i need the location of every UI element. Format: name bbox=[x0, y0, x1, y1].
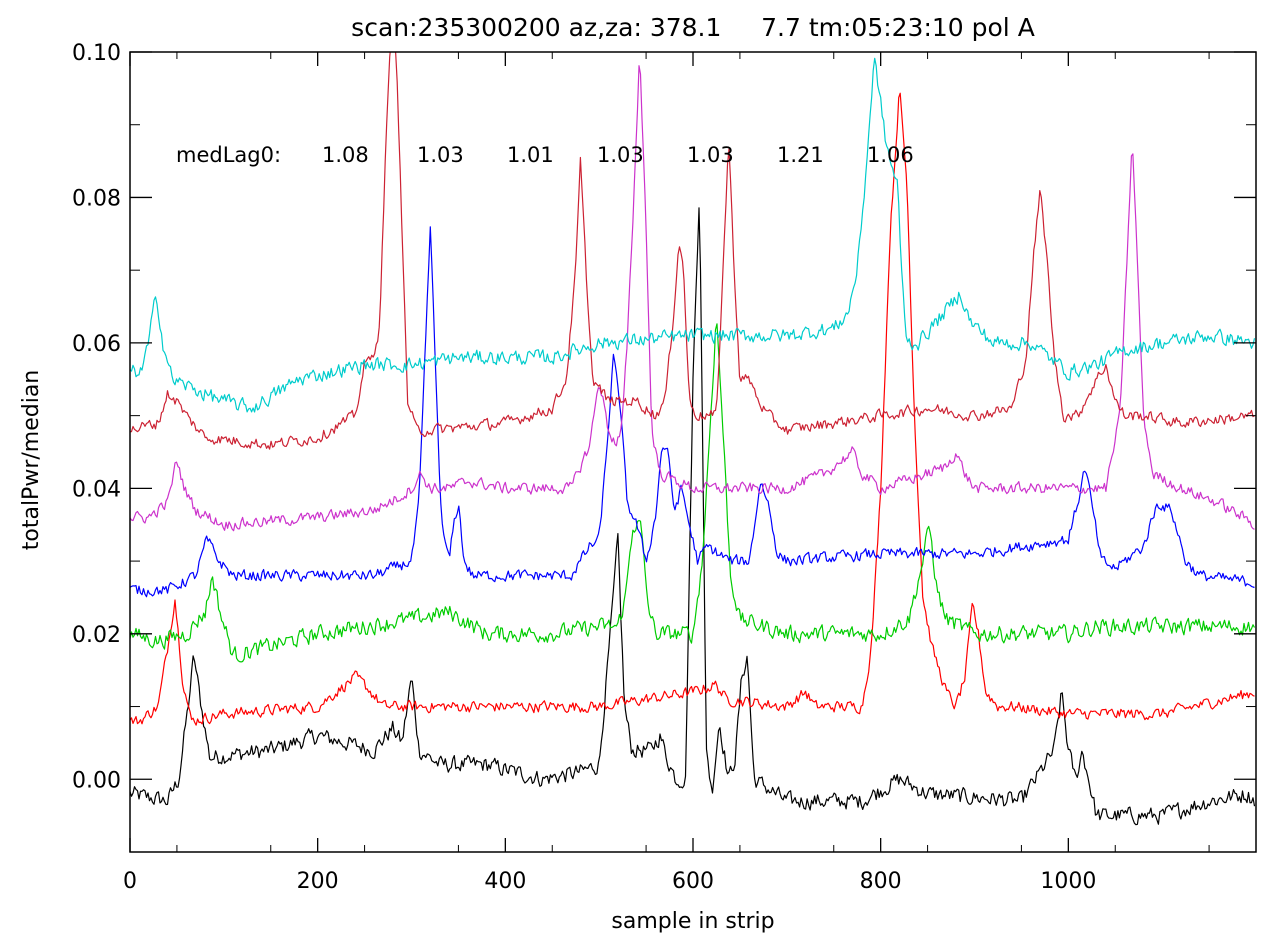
y-tick-label: 0.04 bbox=[72, 477, 121, 502]
series-line bbox=[130, 92, 1255, 726]
plot-frame bbox=[129, 51, 1257, 853]
y-tick-label: 0.06 bbox=[72, 332, 121, 357]
x-tick-label: 400 bbox=[484, 869, 526, 894]
x-tick-label: 600 bbox=[672, 869, 714, 894]
annotation-value: 1.03 bbox=[687, 143, 734, 167]
y-tick-label: 0.00 bbox=[72, 768, 121, 793]
annotation-value: 1.06 bbox=[867, 143, 914, 167]
annotation-label: medLag0: bbox=[176, 143, 281, 167]
series-layer bbox=[130, 52, 1256, 826]
annotation-value: 1.03 bbox=[417, 143, 464, 167]
annotation-value: 1.01 bbox=[507, 143, 554, 167]
series-line bbox=[130, 57, 1256, 413]
x-axis-label: sample in strip bbox=[611, 909, 774, 934]
annotation-value: 1.08 bbox=[322, 143, 369, 167]
annotation-value: 1.21 bbox=[777, 143, 824, 167]
annotation-layer: medLag0: 1.08 1.03 1.01 1.03 1.03 1.21 1.06 bbox=[176, 143, 914, 167]
y-axis-label: totalPwr/median bbox=[19, 370, 44, 551]
chart-title: scan:235300200 az,za: 378.1 7.7 tm:05:23… bbox=[351, 13, 1035, 42]
series-line bbox=[130, 207, 1256, 826]
series-line bbox=[130, 226, 1255, 598]
x-tick-label: 200 bbox=[297, 869, 339, 894]
series-line bbox=[130, 52, 1255, 450]
x-tick-label: 800 bbox=[860, 869, 902, 894]
x-tick-label: 1000 bbox=[1040, 869, 1096, 894]
y-tick-label: 0.02 bbox=[72, 623, 121, 648]
annotation-value: 1.03 bbox=[597, 143, 644, 167]
y-tick-label: 0.10 bbox=[72, 41, 121, 66]
x-tick-label: 0 bbox=[123, 869, 137, 894]
tick-layer: 0 200 400 600 800 1000 0.00 0.02 0.04 0.06 0.08 0.1… bbox=[72, 41, 1256, 894]
series-line bbox=[130, 65, 1255, 532]
series-line bbox=[130, 323, 1256, 663]
y-tick-label: 0.08 bbox=[72, 186, 121, 211]
